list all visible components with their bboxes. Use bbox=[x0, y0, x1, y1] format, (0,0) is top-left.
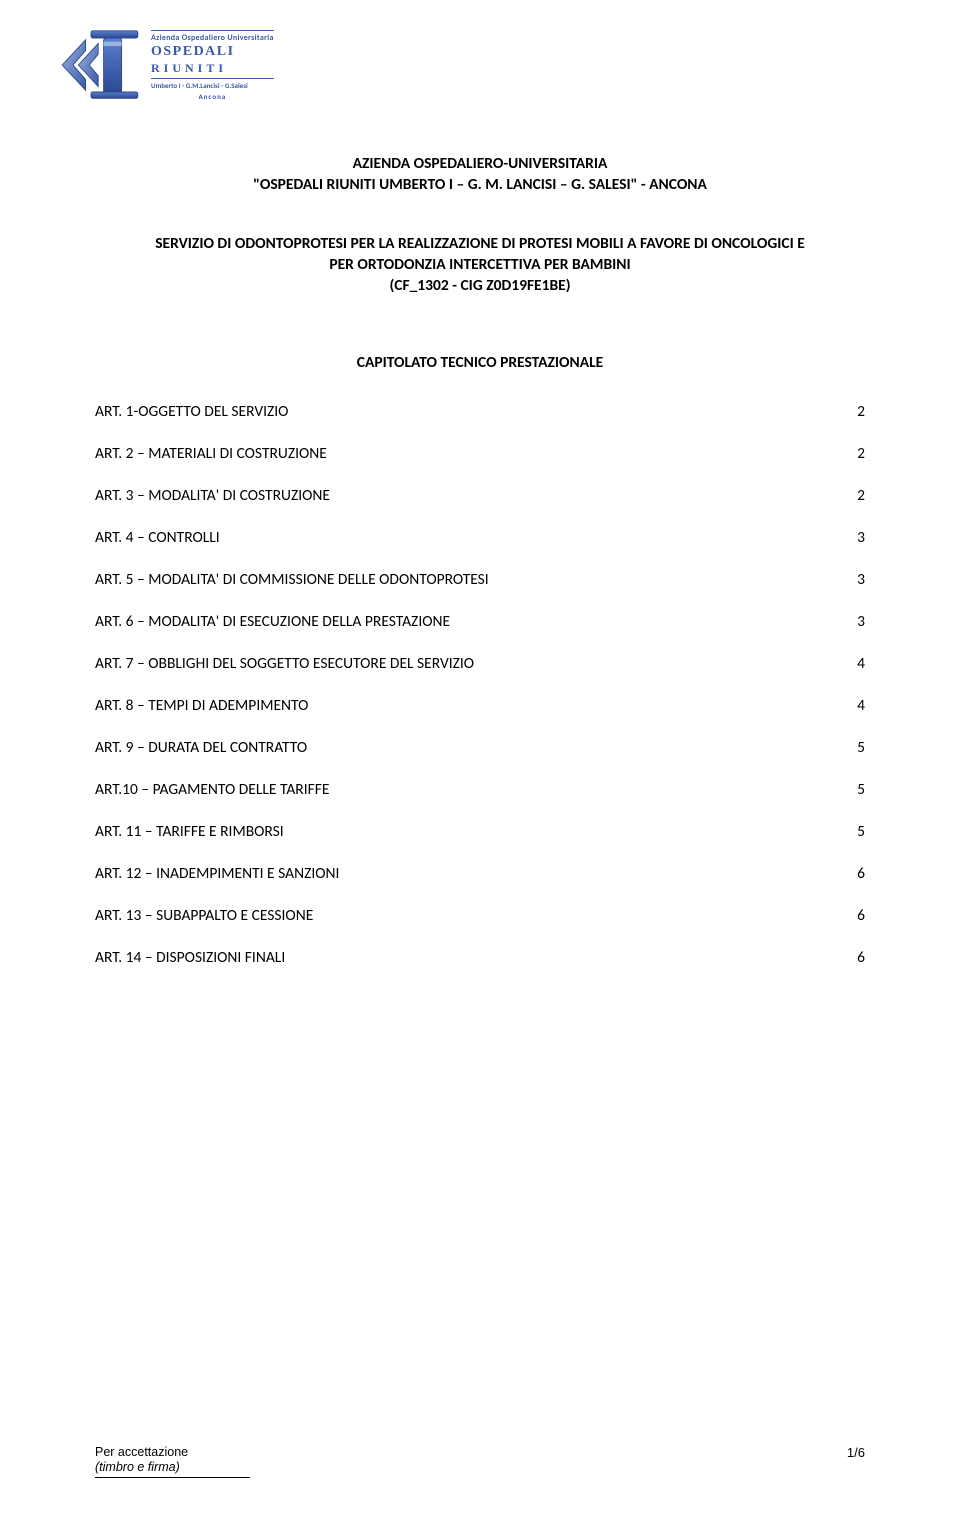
toc-row: ART. 3 – MODALITA' DI COSTRUZIONE 2 bbox=[95, 486, 865, 505]
toc-item-page: 5 bbox=[857, 738, 865, 757]
toc-row: ART. 4 – CONTROLLI 3 bbox=[95, 528, 865, 547]
org-logo: Azienda Ospedaliero Universitaria OSPEDA… bbox=[55, 20, 865, 110]
toc-item-page: 4 bbox=[857, 696, 865, 715]
toc-item-label: ART. 1-OGGETTO DEL SERVIZIO bbox=[95, 402, 288, 421]
toc-row: ART. 8 – TEMPI DI ADEMPIMENTO 4 bbox=[95, 696, 865, 715]
toc-item-label: ART. 2 – MATERIALI DI COSTRUZIONE bbox=[95, 444, 327, 463]
toc-item-label: ART. 12 – INADEMPIMENTI E SANZIONI bbox=[95, 864, 339, 883]
logo-title-2: RIUNITI bbox=[151, 61, 274, 76]
footer-accept-label: Per accettazione bbox=[95, 1445, 188, 1460]
toc-item-page: 6 bbox=[857, 948, 865, 967]
footer-sign-hint: (timbro e firma) bbox=[95, 1460, 865, 1474]
toc-item-label: ART. 13 – SUBAPPALTO E CESSIONE bbox=[95, 906, 313, 925]
org-logo-mark bbox=[55, 20, 145, 110]
logo-title-1: OSPEDALI bbox=[151, 44, 274, 60]
header-line-2: "OSPEDALI RIUNITI UMBERTO I – G. M. LANC… bbox=[95, 175, 865, 196]
toc-item-page: 6 bbox=[857, 906, 865, 925]
org-logo-text: Azienda Ospedaliero Universitaria OSPEDA… bbox=[151, 29, 274, 101]
logo-icon bbox=[55, 20, 145, 110]
logo-subline: Umberto I - G.M.Lancisi - G.Salesi bbox=[151, 81, 274, 90]
toc-item-page: 4 bbox=[857, 654, 865, 673]
toc-item-label: ART. 14 – DISPOSIZIONI FINALI bbox=[95, 948, 285, 967]
service-description: SERVIZIO DI ODONTOPROTESI PER LA REALIZZ… bbox=[95, 234, 865, 297]
service-line-3: (CF_1302 - CIG Z0D19FE1BE) bbox=[95, 276, 865, 297]
document-header: AZIENDA OSPEDALIERO-UNIVERSITARIA "OSPED… bbox=[95, 154, 865, 196]
toc-item-page: 5 bbox=[857, 780, 865, 799]
header-line-1: AZIENDA OSPEDALIERO-UNIVERSITARIA bbox=[95, 154, 865, 175]
toc-item-label: ART. 4 – CONTROLLI bbox=[95, 528, 220, 547]
toc-item-label: ART. 5 – MODALITA' DI COMMISSIONE DELLE … bbox=[95, 570, 489, 589]
toc-row: ART.10 – PAGAMENTO DELLE TARIFFE 5 bbox=[95, 780, 865, 799]
toc-item-page: 5 bbox=[857, 822, 865, 841]
toc-row: ART. 1-OGGETTO DEL SERVIZIO 2 bbox=[95, 402, 865, 421]
toc-row: ART. 5 – MODALITA' DI COMMISSIONE DELLE … bbox=[95, 570, 865, 589]
toc-item-page: 3 bbox=[857, 570, 865, 589]
toc-item-page: 6 bbox=[857, 864, 865, 883]
signature-line bbox=[95, 1477, 250, 1478]
logo-rule bbox=[151, 78, 274, 79]
toc-item-label: ART. 9 – DURATA DEL CONTRATTO bbox=[95, 738, 307, 757]
toc-item-label: ART. 11 – TARIFFE E RIMBORSI bbox=[95, 822, 284, 841]
logo-city: Ancona bbox=[151, 92, 274, 101]
toc-row: ART. 2 – MATERIALI DI COSTRUZIONE 2 bbox=[95, 444, 865, 463]
page-number: 1/6 bbox=[847, 1445, 865, 1460]
toc-item-label: ART. 3 – MODALITA' DI COSTRUZIONE bbox=[95, 486, 330, 505]
service-line-1: SERVIZIO DI ODONTOPROTESI PER LA REALIZZ… bbox=[95, 234, 865, 255]
toc-item-page: 3 bbox=[857, 528, 865, 547]
toc-row: ART. 11 – TARIFFE E RIMBORSI 5 bbox=[95, 822, 865, 841]
toc-item-page: 3 bbox=[857, 612, 865, 631]
service-line-2: PER ORTODONZIA INTERCETTIVA PER BAMBINI bbox=[95, 255, 865, 276]
toc-item-label: ART. 7 – OBBLIGHI DEL SOGGETTO ESECUTORE… bbox=[95, 654, 474, 673]
logo-subtitle: Azienda Ospedaliero Universitaria bbox=[151, 33, 274, 43]
section-title: CAPITOLATO TECNICO PRESTAZIONALE bbox=[95, 353, 865, 372]
toc-row: ART. 12 – INADEMPIMENTI E SANZIONI 6 bbox=[95, 864, 865, 883]
table-of-contents: ART. 1-OGGETTO DEL SERVIZIO 2 ART. 2 – M… bbox=[95, 402, 865, 967]
toc-item-page: 2 bbox=[857, 486, 865, 505]
page-footer: Per accettazione 1/6 (timbro e firma) bbox=[95, 1445, 865, 1478]
page: Azienda Ospedaliero Universitaria OSPEDA… bbox=[0, 0, 960, 1533]
toc-row: ART. 14 – DISPOSIZIONI FINALI 6 bbox=[95, 948, 865, 967]
toc-item-page: 2 bbox=[857, 402, 865, 421]
toc-item-page: 2 bbox=[857, 444, 865, 463]
toc-item-label: ART.10 – PAGAMENTO DELLE TARIFFE bbox=[95, 780, 329, 799]
toc-item-label: ART. 8 – TEMPI DI ADEMPIMENTO bbox=[95, 696, 308, 715]
toc-row: ART. 6 – MODALITA' DI ESECUZIONE DELLA P… bbox=[95, 612, 865, 631]
toc-row: ART. 7 – OBBLIGHI DEL SOGGETTO ESECUTORE… bbox=[95, 654, 865, 673]
logo-rule bbox=[151, 30, 274, 31]
footer-row: Per accettazione 1/6 bbox=[95, 1445, 865, 1460]
toc-row: ART. 13 – SUBAPPALTO E CESSIONE 6 bbox=[95, 906, 865, 925]
toc-row: ART. 9 – DURATA DEL CONTRATTO 5 bbox=[95, 738, 865, 757]
toc-item-label: ART. 6 – MODALITA' DI ESECUZIONE DELLA P… bbox=[95, 612, 450, 631]
